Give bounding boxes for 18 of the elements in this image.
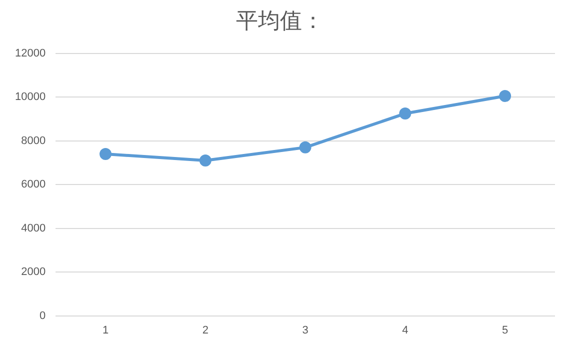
point: [399, 108, 412, 120]
y-tick-label: 8000: [21, 134, 46, 147]
x-tick-label: 1: [102, 324, 109, 336]
x-tick-label: 5: [502, 324, 508, 336]
y-tick-label: 10000: [14, 91, 46, 104]
y-tick-label: 0: [39, 310, 46, 322]
point: [199, 154, 212, 167]
x-tick-label: 3: [302, 324, 308, 336]
x-tick-label: 2: [202, 324, 208, 336]
y-tick-label: 6000: [21, 178, 46, 191]
point: [499, 90, 512, 102]
point: [299, 141, 312, 154]
y-tick-label: 12000: [14, 47, 46, 60]
point: [100, 148, 112, 160]
x-tick-label: 4: [402, 324, 408, 336]
y-tick-label: 4000: [21, 222, 46, 234]
chart-title: 平均值：: [236, 8, 324, 34]
y-tick-label: 2000: [21, 266, 46, 278]
